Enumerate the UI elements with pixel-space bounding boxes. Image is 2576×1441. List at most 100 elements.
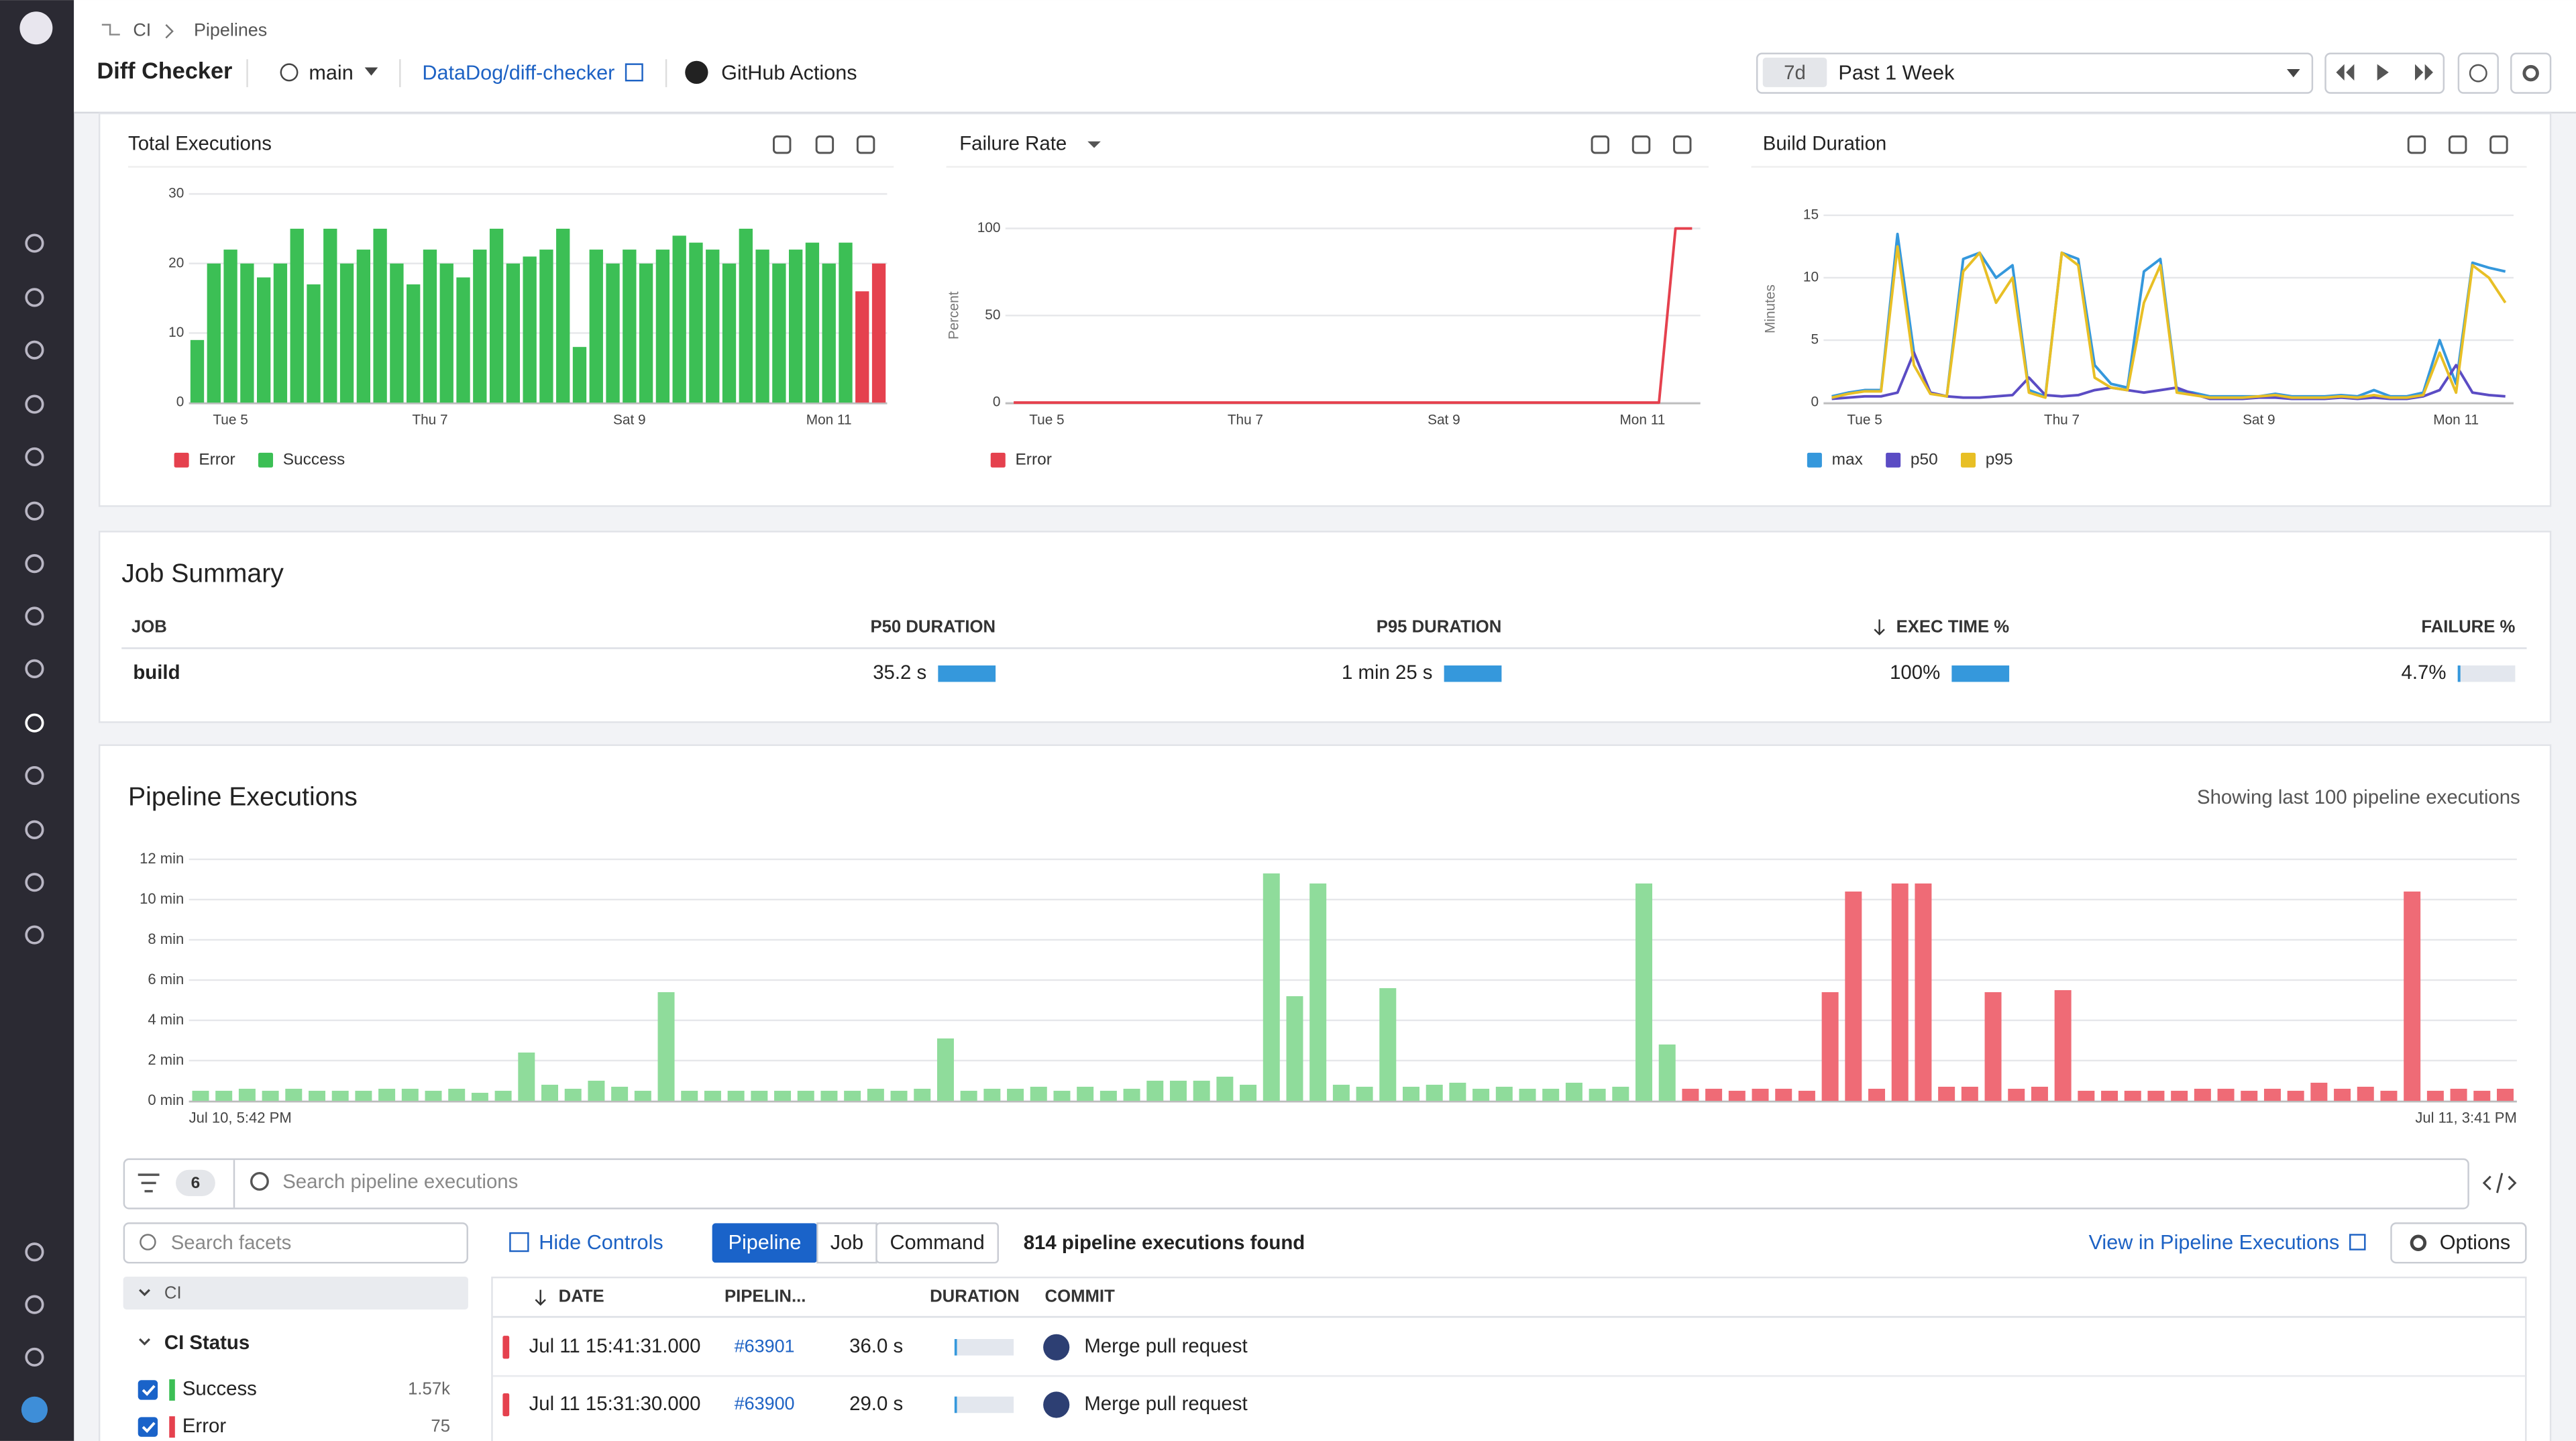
column-header[interactable]: P95 DURATION (1377, 617, 1502, 636)
widget-action-icon[interactable] (815, 135, 835, 154)
sidebar-icon[interactable] (25, 288, 44, 307)
bar (192, 1090, 209, 1101)
checkbox[interactable] (138, 1380, 158, 1400)
bar (936, 1038, 954, 1101)
sidebar-icon[interactable] (25, 873, 44, 892)
widget-action-icon[interactable] (1591, 135, 1610, 154)
dropdown-caret[interactable] (1087, 141, 1101, 148)
legend-swatch[interactable] (1886, 452, 1901, 468)
bar (1542, 1088, 1560, 1101)
bar (1845, 891, 1862, 1101)
hide-controls[interactable]: Hide Controls (539, 1231, 663, 1254)
legend-swatch[interactable] (1960, 452, 1976, 468)
sidebar-icon[interactable] (25, 925, 44, 945)
legend-label[interactable]: p50 (1911, 450, 1938, 468)
legend-label[interactable]: p95 (1986, 450, 2013, 468)
sidebar-icon[interactable] (25, 1242, 44, 1262)
cell-pipeline-link[interactable]: #63900 (735, 1393, 795, 1413)
bar (355, 1090, 372, 1101)
bar (774, 1090, 792, 1101)
column-header[interactable]: DURATION (930, 1287, 1020, 1305)
sidebar-icon[interactable] (25, 820, 44, 839)
options-label[interactable]: Options (2440, 1231, 2511, 1254)
sidebar-icon[interactable] (25, 340, 44, 360)
search-bar[interactable] (123, 1158, 2469, 1210)
widget-action-icon[interactable] (1631, 135, 1651, 154)
facet-count: 75 (431, 1417, 450, 1436)
x-tick-label: Sat 9 (1428, 413, 1460, 428)
cell-pipeline-link[interactable]: #63901 (735, 1336, 795, 1356)
chart-subtitle: Showing last 100 pipeline executions (2197, 786, 2520, 808)
facet-value[interactable]: Error (182, 1415, 226, 1437)
sidebar-icon[interactable] (25, 765, 44, 786)
time-range[interactable]: Past 1 Week (1838, 61, 1955, 84)
content: CI Pipelines Diff Checker main DataDog/diff-… (97, 20, 2520, 1438)
legend-label[interactable]: Success (283, 450, 345, 468)
widget-action-icon[interactable] (2489, 135, 2508, 154)
legend-swatch[interactable] (1807, 452, 1822, 468)
sidebar-icon[interactable] (25, 447, 44, 467)
refresh-button[interactable] (2457, 52, 2499, 94)
branch-selector[interactable]: main (309, 61, 353, 84)
column-header[interactable]: P50 DURATION (870, 617, 996, 636)
search-icon (140, 1234, 156, 1250)
y-tick-label: 10 min (140, 890, 184, 907)
options-button[interactable] (2390, 1222, 2527, 1264)
widget-action-icon[interactable] (1673, 135, 1692, 154)
bar (1565, 1082, 1582, 1101)
search-placeholder[interactable]: Search pipeline executions (282, 1171, 518, 1193)
breadcrumb[interactable]: CI (133, 20, 151, 40)
sidebar-icon[interactable] (25, 713, 44, 733)
legend-swatch[interactable] (174, 452, 189, 468)
bar-segment (323, 228, 337, 403)
bar (1030, 1086, 1047, 1101)
bar (1658, 1044, 1676, 1101)
tab-label[interactable]: Command (890, 1231, 985, 1254)
column-header[interactable]: JOB (131, 617, 167, 636)
sidebar-icon[interactable] (25, 501, 44, 521)
tab-label[interactable]: Pipeline (729, 1231, 802, 1254)
status-swatch (169, 1379, 175, 1401)
facet-search-placeholder[interactable]: Search facets (171, 1232, 292, 1254)
repo-link[interactable]: DataDog/diff-checker (422, 61, 614, 84)
sidebar-icon[interactable] (25, 554, 44, 574)
widget-action-icon[interactable] (2407, 135, 2426, 154)
sidebar-icon[interactable] (25, 1347, 44, 1367)
sidebar-icon[interactable] (25, 606, 44, 626)
time-picker[interactable] (1756, 52, 2314, 94)
legend-swatch[interactable] (990, 452, 1006, 468)
avatar[interactable] (21, 1396, 48, 1423)
tab-active[interactable] (712, 1223, 818, 1263)
column-header[interactable]: EXEC TIME % (1896, 617, 2010, 636)
sidebar-icon[interactable] (25, 394, 44, 414)
bar (2124, 1090, 2141, 1101)
legend-swatch[interactable] (258, 452, 274, 468)
widget-action-icon[interactable] (2448, 135, 2467, 154)
tab[interactable] (875, 1222, 999, 1264)
facet-group[interactable] (123, 1276, 468, 1310)
sidebar-icon[interactable] (25, 659, 44, 678)
x-tick-label: Jul 11, 3:41 PM (2415, 1110, 2516, 1126)
facet-search[interactable] (123, 1222, 468, 1264)
facet-value[interactable]: Success (182, 1378, 257, 1400)
legend-label[interactable]: max (1832, 450, 1863, 468)
sidebar-icon[interactable] (25, 233, 44, 253)
legend-label[interactable]: Error (199, 450, 235, 468)
checkbox[interactable] (138, 1417, 158, 1437)
chart-title[interactable]: Failure Rate (959, 132, 1067, 154)
widget-action-icon[interactable] (773, 135, 792, 154)
sidebar-icon[interactable] (25, 1295, 44, 1314)
x-tick-label: Jul 10, 5:42 PM (189, 1110, 292, 1126)
legend-label[interactable]: Error (1015, 450, 1051, 468)
column-header[interactable]: PIPELIN... (724, 1287, 806, 1305)
tab-label[interactable]: Job (830, 1231, 863, 1254)
view-link[interactable]: View in Pipeline Executions (2089, 1231, 2340, 1254)
bar (1752, 1088, 1769, 1101)
column-header[interactable]: DATE (559, 1287, 604, 1305)
column-header[interactable]: COMMIT (1045, 1287, 1116, 1305)
widget-action-icon[interactable] (856, 135, 875, 154)
code-icon[interactable] (2482, 1173, 2517, 1193)
logo[interactable] (19, 11, 53, 45)
settings-button[interactable] (2510, 52, 2552, 94)
column-header[interactable]: FAILURE % (2421, 617, 2515, 636)
